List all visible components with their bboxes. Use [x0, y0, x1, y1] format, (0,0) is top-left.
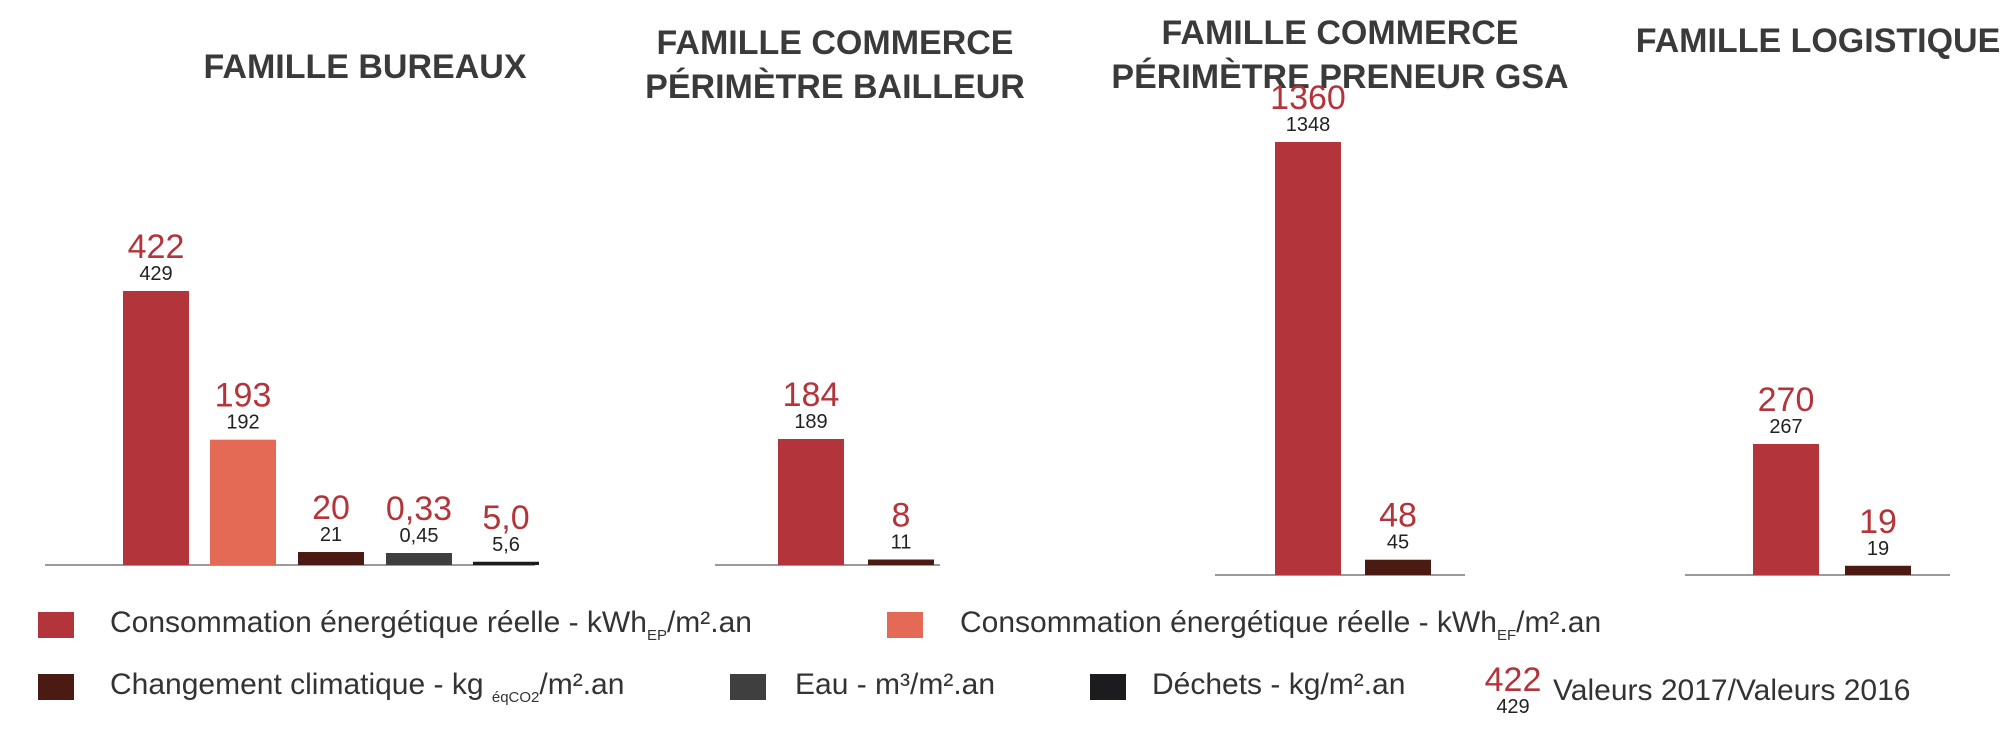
data-label-2016: 267	[1769, 416, 1802, 438]
data-label-2016: 189	[794, 411, 827, 433]
bar-water	[386, 553, 452, 565]
panel-title: FAMILLE COMMERCE	[657, 24, 1014, 62]
data-label-2016: 192	[226, 412, 259, 434]
bar-energy_red	[123, 290, 189, 565]
legend-key-2016: 429	[1496, 696, 1529, 718]
data-label-2017: 19	[1859, 503, 1897, 541]
data-label-2017: 20	[312, 489, 350, 527]
legend-swatch-energy_red	[38, 612, 74, 638]
panel-title: FAMILLE LOGISTIQUE	[1636, 22, 2000, 60]
bar-climate	[1845, 565, 1911, 575]
data-label-2016: 19	[1867, 538, 1889, 560]
legend: Consommation énergétique réelle - kWhEP/…	[38, 606, 1910, 718]
data-label-2017: 0,33	[386, 490, 452, 528]
bar-energy_orange	[210, 439, 276, 565]
data-label-2017: 5,0	[482, 499, 529, 537]
bar-waste	[473, 561, 539, 565]
panel-title: FAMILLE COMMERCE	[1162, 14, 1519, 52]
data-label-2016: 45	[1387, 532, 1409, 554]
data-label-2016: 11	[891, 532, 912, 554]
data-label-2016: 21	[320, 524, 342, 546]
panel-title: PÉRIMÈTRE PRENEUR GSA	[1111, 58, 1568, 96]
data-label-2016: 429	[139, 263, 172, 285]
legend-label-waste: Déchets - kg/m².an	[1152, 668, 1405, 701]
legend-swatch-water	[730, 674, 766, 700]
data-label-2017: 270	[1758, 381, 1815, 419]
data-label-2017: 184	[783, 376, 840, 414]
data-label-2017: 48	[1379, 497, 1417, 535]
data-label-2016: 5,6	[492, 534, 520, 556]
panel-2: FAMILLE COMMERCE PÉRIMÈTRE BAILLEUR 189184…	[645, 24, 1025, 566]
legend-swatch-climate	[38, 674, 74, 700]
panel-title: FAMILLE BUREAUX	[204, 48, 527, 86]
legend-label-energy_red: Consommation énergétique réelle - kWhEP/…	[110, 606, 752, 644]
data-label-2017: 8	[892, 497, 911, 535]
legend-label-climate: Changement climatique - kg éqCO2/m².an	[110, 668, 624, 706]
legend-swatch-energy_orange	[887, 612, 923, 638]
bar-energy_red	[1753, 443, 1819, 575]
legend-key-label: Valeurs 2017/Valeurs 2016	[1553, 674, 1910, 707]
panel-3: FAMILLE COMMERCE PÉRIMÈTRE PRENEUR GSA 134…	[1111, 14, 1569, 576]
bar-energy_red	[1275, 141, 1341, 575]
legend-label-water: Eau - m³/m².an	[795, 668, 995, 701]
bar-energy_red	[778, 438, 844, 565]
bar-climate	[1365, 559, 1431, 575]
data-label-2016: 1348	[1286, 114, 1331, 136]
data-label-2017: 1360	[1270, 79, 1346, 117]
legend-label-energy_orange: Consommation énergétique réelle - kWhEF/…	[960, 606, 1601, 644]
bar-climate	[868, 559, 934, 565]
data-label-2016: 0,45	[400, 525, 439, 547]
panel-title: PÉRIMÈTRE BAILLEUR	[645, 68, 1025, 106]
data-label-2017: 193	[215, 377, 272, 415]
legend-key-2017: 422	[1485, 661, 1542, 699]
data-label-2017: 422	[128, 228, 185, 266]
bar-climate	[298, 552, 364, 565]
legend-swatch-waste	[1090, 674, 1126, 700]
